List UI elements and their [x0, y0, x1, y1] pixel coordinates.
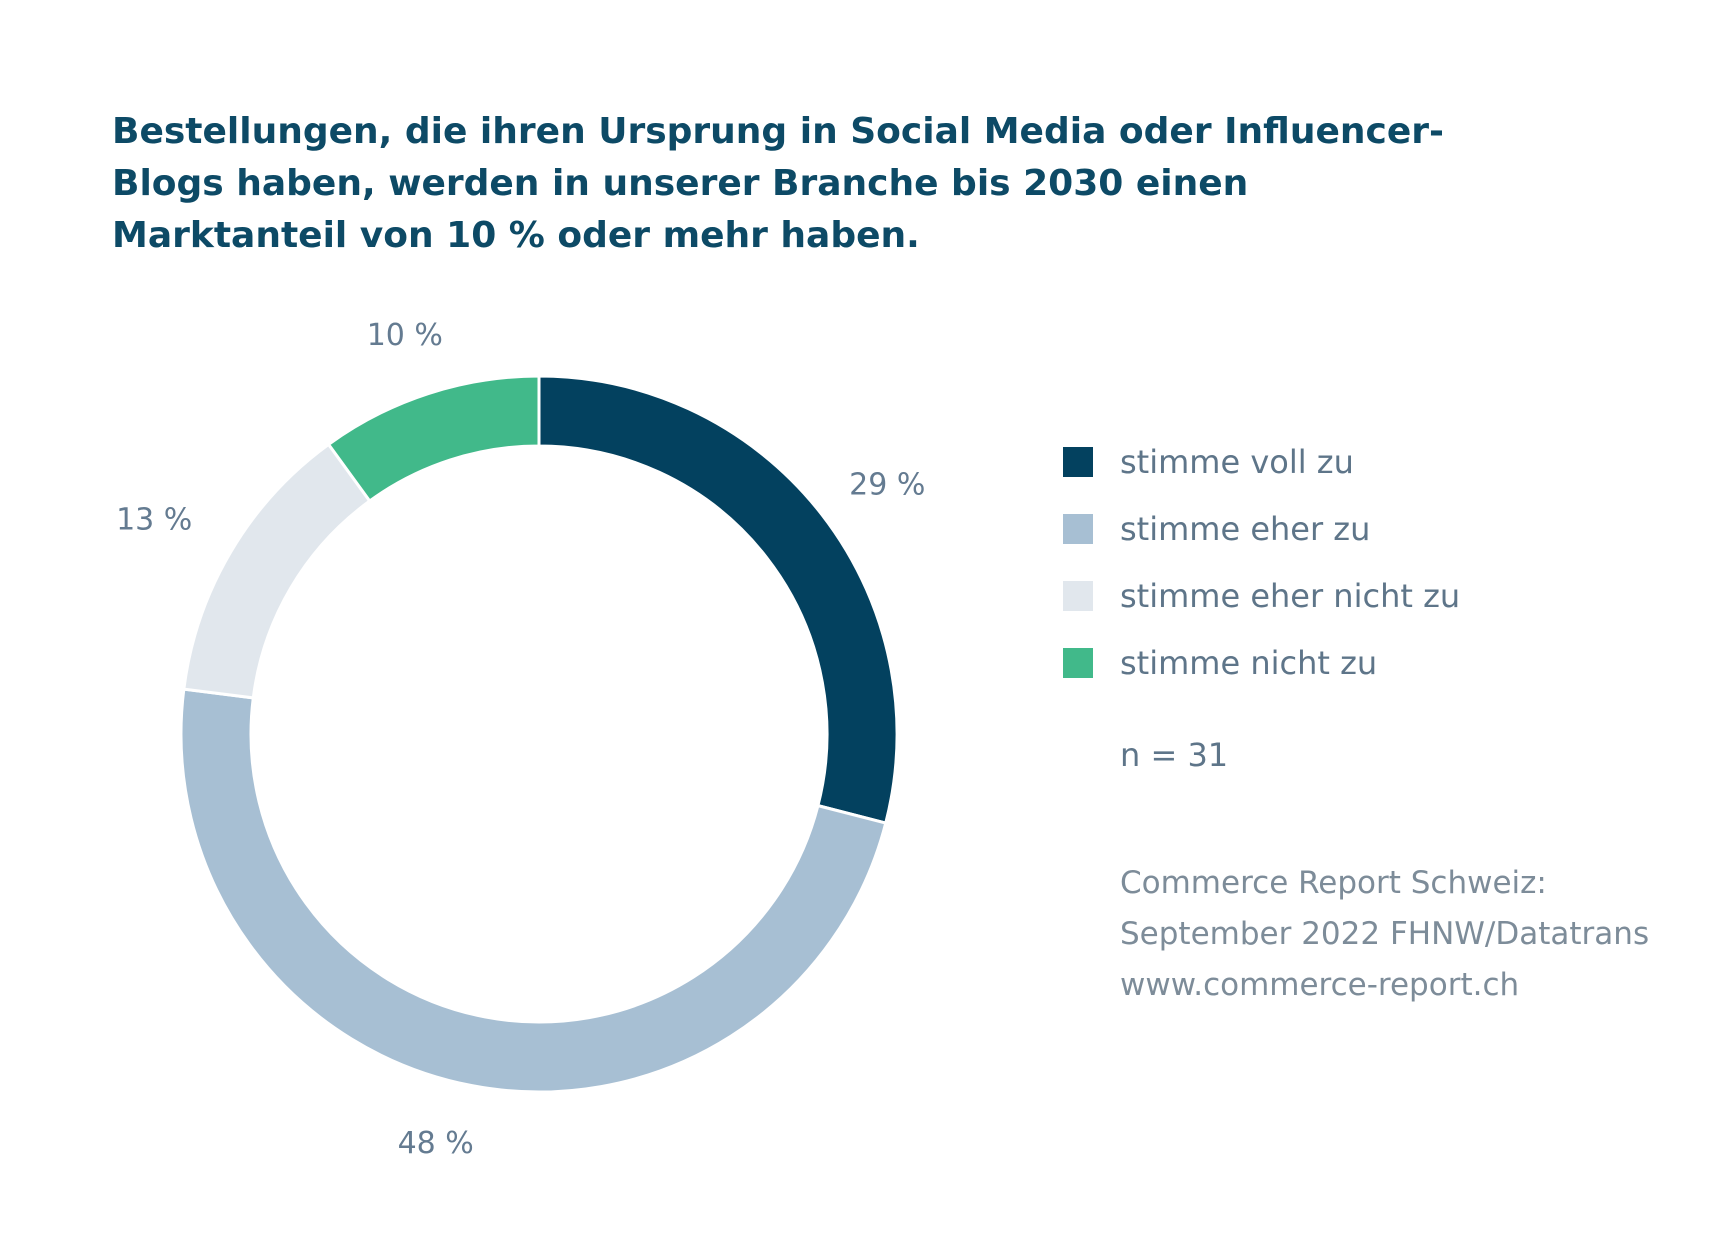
- chart-title-line-2: Blogs haben, werden in unserer Branche b…: [112, 163, 1249, 204]
- legend-swatch: [1063, 580, 1093, 611]
- legend-item-stimme-nicht-zu: stimme nicht zu: [1063, 629, 1460, 696]
- chart-title: Bestellungen, die ihren Ursprung in Soci…: [112, 106, 1444, 262]
- legend-label: stimme nicht zu: [1120, 643, 1378, 682]
- donut-chart: 29 % 48 % 13 % 10 %: [116, 318, 925, 1161]
- sample-size: n = 31: [1120, 736, 1229, 774]
- chart-title-line-3: Marktanteil von 10 % oder mehr haben.: [112, 215, 920, 256]
- legend-swatch: [1063, 446, 1093, 477]
- donut-slice-stimme-voll-zu: [537, 374, 899, 825]
- legend-label: stimme eher nicht zu: [1120, 576, 1461, 615]
- legend-item-stimme-voll-zu: stimme voll zu: [1063, 428, 1460, 495]
- donut-slice-stimme-eher-nicht-zu: [182, 442, 372, 700]
- legend-label: stimme eher zu: [1120, 509, 1371, 548]
- legend-label: stimme voll zu: [1120, 442, 1354, 481]
- source-line-3: www.commerce-report.ch: [1120, 967, 1520, 1003]
- slice-value-label: 10 %: [367, 318, 443, 353]
- source-line-2: September 2022 FHNW/Datatrans: [1120, 916, 1650, 952]
- legend: stimme voll zu stimme eher zu stimme ehe…: [1063, 428, 1460, 696]
- legend-item-stimme-eher-zu: stimme eher zu: [1063, 495, 1460, 562]
- legend-item-stimme-eher-nicht-zu: stimme eher nicht zu: [1063, 562, 1460, 629]
- slice-value-label: 29 %: [849, 467, 925, 502]
- legend-swatch: [1063, 647, 1093, 678]
- chart-title-line-1: Bestellungen, die ihren Ursprung in Soci…: [112, 111, 1444, 152]
- source-note: Commerce Report Schweiz: September 2022 …: [1120, 858, 1649, 1011]
- donut-slice-stimme-nicht-zu: [326, 374, 541, 504]
- legend-swatch: [1063, 513, 1093, 544]
- donut-slice-stimme-eher-zu: [179, 687, 888, 1094]
- slice-value-label: 13 %: [116, 503, 192, 538]
- source-line-1: Commerce Report Schweiz:: [1120, 865, 1547, 901]
- slice-value-label: 48 %: [398, 1126, 474, 1161]
